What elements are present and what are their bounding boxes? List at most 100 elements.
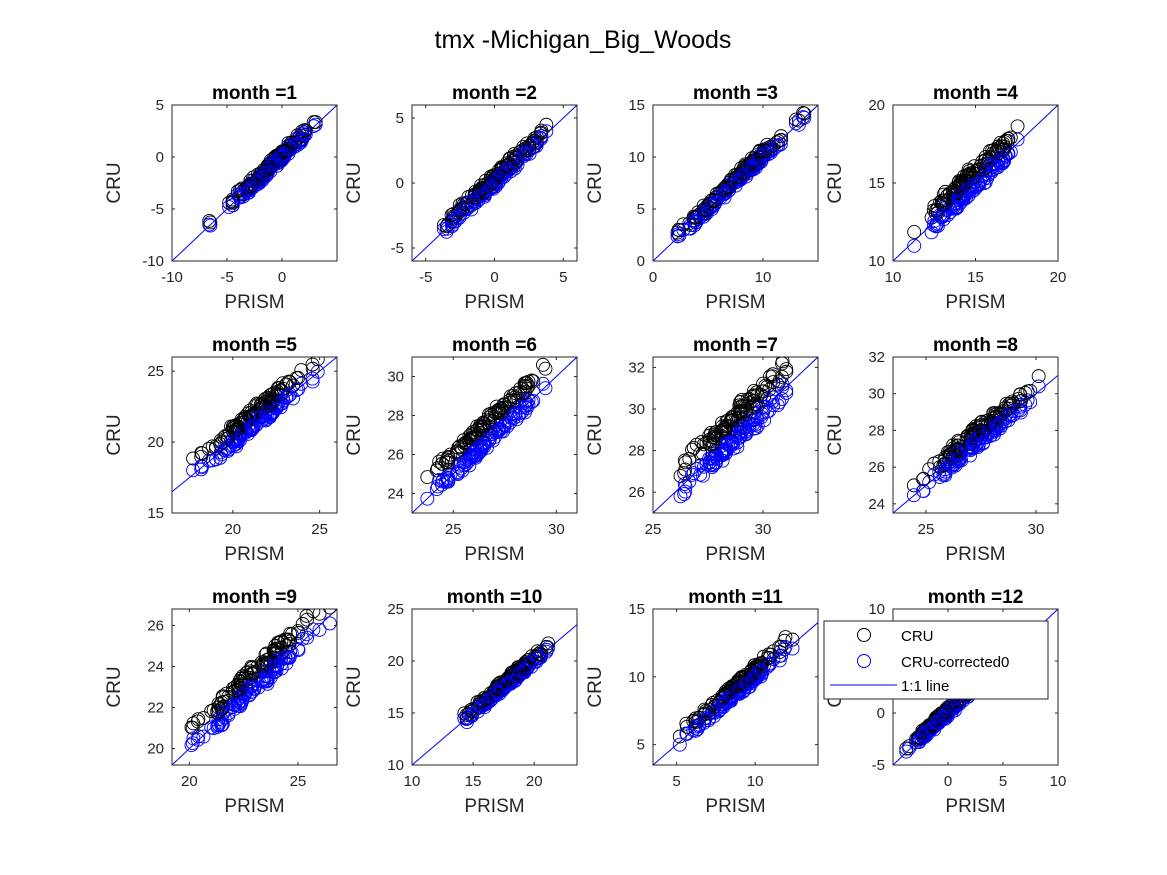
point-cru-corrected	[702, 711, 717, 726]
x-axis-label: PRISM	[945, 292, 1005, 313]
point-cru	[461, 707, 476, 721]
point-cru-corrected	[489, 174, 504, 189]
point-cru-corrected	[225, 198, 240, 213]
point-cru-corrected	[227, 701, 242, 716]
point-cru	[965, 430, 980, 445]
point-cru	[723, 414, 738, 429]
y-tick-label: 15	[868, 175, 885, 192]
point-cru-corrected	[721, 183, 736, 198]
point-cru-corrected	[717, 695, 732, 710]
point-cru-corrected	[906, 488, 921, 503]
x-axis-label: PRISM	[224, 544, 284, 565]
point-cru	[899, 741, 914, 756]
y-tick-label: 24	[868, 496, 885, 513]
y-tick-label: 25	[387, 601, 404, 618]
point-cru-corrected	[454, 461, 469, 476]
point-cru-corrected	[686, 466, 701, 481]
x-tick-label: 5	[999, 773, 1007, 790]
point-cru	[971, 165, 986, 179]
point-cru	[479, 423, 494, 438]
x-axis-label: PRISM	[224, 796, 284, 817]
point-cru	[213, 437, 228, 452]
point-cru	[775, 357, 790, 369]
y-tick-label: 26	[147, 617, 164, 634]
x-tick-label: 0	[944, 773, 952, 790]
point-cru	[493, 675, 508, 690]
point-cru	[752, 144, 767, 159]
point-cru-corrected	[244, 684, 259, 699]
point-cru-corrected	[472, 699, 487, 714]
point-cru	[441, 455, 456, 470]
point-cru	[517, 658, 532, 673]
point-cru-corrected	[532, 650, 547, 665]
point-cru-corrected	[685, 467, 700, 482]
point-cru	[677, 466, 692, 481]
point-cru	[471, 187, 486, 202]
legend-box	[823, 620, 1049, 700]
x-tick-label: 5	[672, 773, 680, 790]
x-axis-label: PRISM	[224, 292, 284, 313]
x-tick-label: 10	[747, 773, 764, 790]
point-cru-corrected	[185, 736, 200, 751]
y-tick-label: 22	[147, 700, 164, 717]
point-cru	[916, 472, 931, 487]
x-tick-label: 25	[645, 521, 662, 538]
point-cru-corrected	[963, 448, 978, 463]
point-cru-corrected	[312, 622, 327, 637]
point-cru-corrected	[948, 458, 963, 473]
point-cru	[499, 672, 514, 687]
point-cru-corrected	[983, 157, 997, 172]
y-tick-label: 5	[637, 201, 645, 218]
panel-title: month =5	[212, 335, 297, 356]
point-cru-corrected	[420, 491, 435, 506]
point-cru	[230, 184, 245, 199]
point-cru-corrected	[432, 473, 447, 487]
point-cru-corrected	[916, 483, 931, 498]
point-cru	[757, 144, 772, 159]
y-tick-label: 26	[387, 447, 404, 464]
point-cru-corrected	[899, 744, 914, 759]
point-cru-corrected	[703, 455, 718, 470]
point-cru-corrected	[678, 484, 693, 499]
legend-label-line: 1:1 line	[901, 678, 949, 695]
point-cru	[536, 357, 550, 372]
point-cru	[772, 644, 787, 659]
point-cru-corrected	[750, 418, 765, 433]
point-cru	[454, 440, 469, 455]
point-cru	[295, 124, 310, 139]
one-to-one-line	[893, 374, 1058, 513]
panel-month-4: 10 15 20 10 15 20 month =4 PRISM CRU	[825, 83, 1066, 313]
point-cru-corrected	[522, 146, 537, 161]
panel-month-11: 5 10 5 10 15 month =11 PRISM CRU	[585, 587, 819, 817]
point-cru	[508, 151, 523, 165]
y-tick-label: 25	[147, 363, 164, 380]
y-tick-label: 24	[387, 486, 404, 503]
point-cru	[522, 141, 537, 156]
point-cru-corrected	[247, 681, 261, 696]
x-axis-label: PRISM	[705, 796, 765, 817]
point-cru	[511, 660, 525, 675]
point-cru-corrected	[723, 439, 738, 453]
point-cru	[912, 731, 927, 745]
point-cru	[461, 189, 476, 204]
point-cru-corrected	[762, 658, 777, 672]
point-cru	[244, 666, 259, 681]
point-cru	[998, 401, 1013, 416]
point-cru-corrected	[517, 662, 532, 677]
x-tick-label: 15	[465, 773, 482, 790]
point-cru-corrected	[1031, 379, 1046, 394]
point-cru-corrected	[466, 445, 481, 460]
panel-title: month =2	[452, 83, 537, 104]
point-cru	[731, 677, 746, 692]
point-cru	[259, 653, 274, 668]
point-cru-corrected	[788, 116, 803, 131]
point-cru	[258, 399, 273, 414]
point-cru	[195, 446, 209, 461]
y-tick-label: 0	[637, 253, 645, 270]
point-cru-corrected	[240, 183, 255, 198]
y-axis-label: CRU	[825, 162, 846, 203]
point-cru	[717, 688, 732, 703]
x-axis-label: PRISM	[705, 544, 765, 565]
point-cru	[436, 218, 451, 233]
x-tick-label: 0	[278, 269, 286, 286]
